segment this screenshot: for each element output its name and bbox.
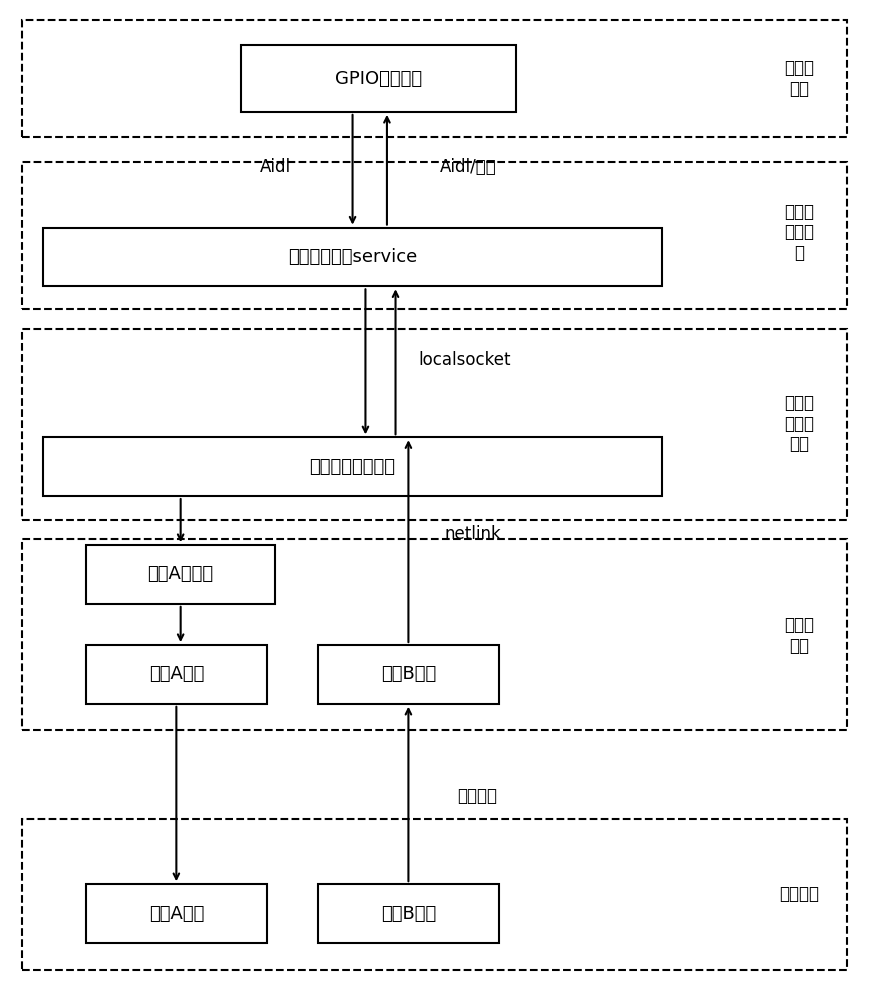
Bar [86,545,275,604]
Bar [22,20,846,137]
Bar [86,645,267,704]
Text: 应用程
序层: 应用程 序层 [784,59,815,98]
Text: 设备管
理守护
进程: 设备管 理守护 进程 [784,394,815,453]
Text: 内核驱
动层: 内核驱 动层 [784,616,815,655]
Text: 设备管理守护进程: 设备管理守护进程 [310,458,396,476]
Bar [318,884,499,943]
Bar [241,45,516,112]
Text: GPIO应用程序: GPIO应用程序 [335,70,422,88]
Text: 模块A硬件: 模块A硬件 [149,905,204,923]
Bar [22,818,846,970]
Bar [22,162,846,309]
Text: 模块A驱动: 模块A驱动 [149,665,204,683]
Bar [86,884,267,943]
Text: 设备管
理服务
层: 设备管 理服务 层 [784,203,815,262]
Text: 模块A功能库: 模块A功能库 [147,565,214,583]
Text: 实时捕获: 实时捕获 [457,787,497,805]
Bar [22,539,846,730]
Text: 设备管理服务service: 设备管理服务service [288,248,417,266]
Text: Aidl/广播: Aidl/广播 [440,158,497,176]
Bar [43,437,662,496]
Text: 模块B驱动: 模块B驱动 [381,665,436,683]
Text: 设备硬件: 设备硬件 [780,885,819,903]
Bar [43,228,662,286]
Text: localsocket: localsocket [418,351,510,369]
Bar [22,328,846,520]
Bar [318,645,499,704]
Text: Aidl: Aidl [260,158,291,176]
Text: 模块B硬件: 模块B硬件 [381,905,436,923]
Text: netlink: netlink [445,525,502,543]
